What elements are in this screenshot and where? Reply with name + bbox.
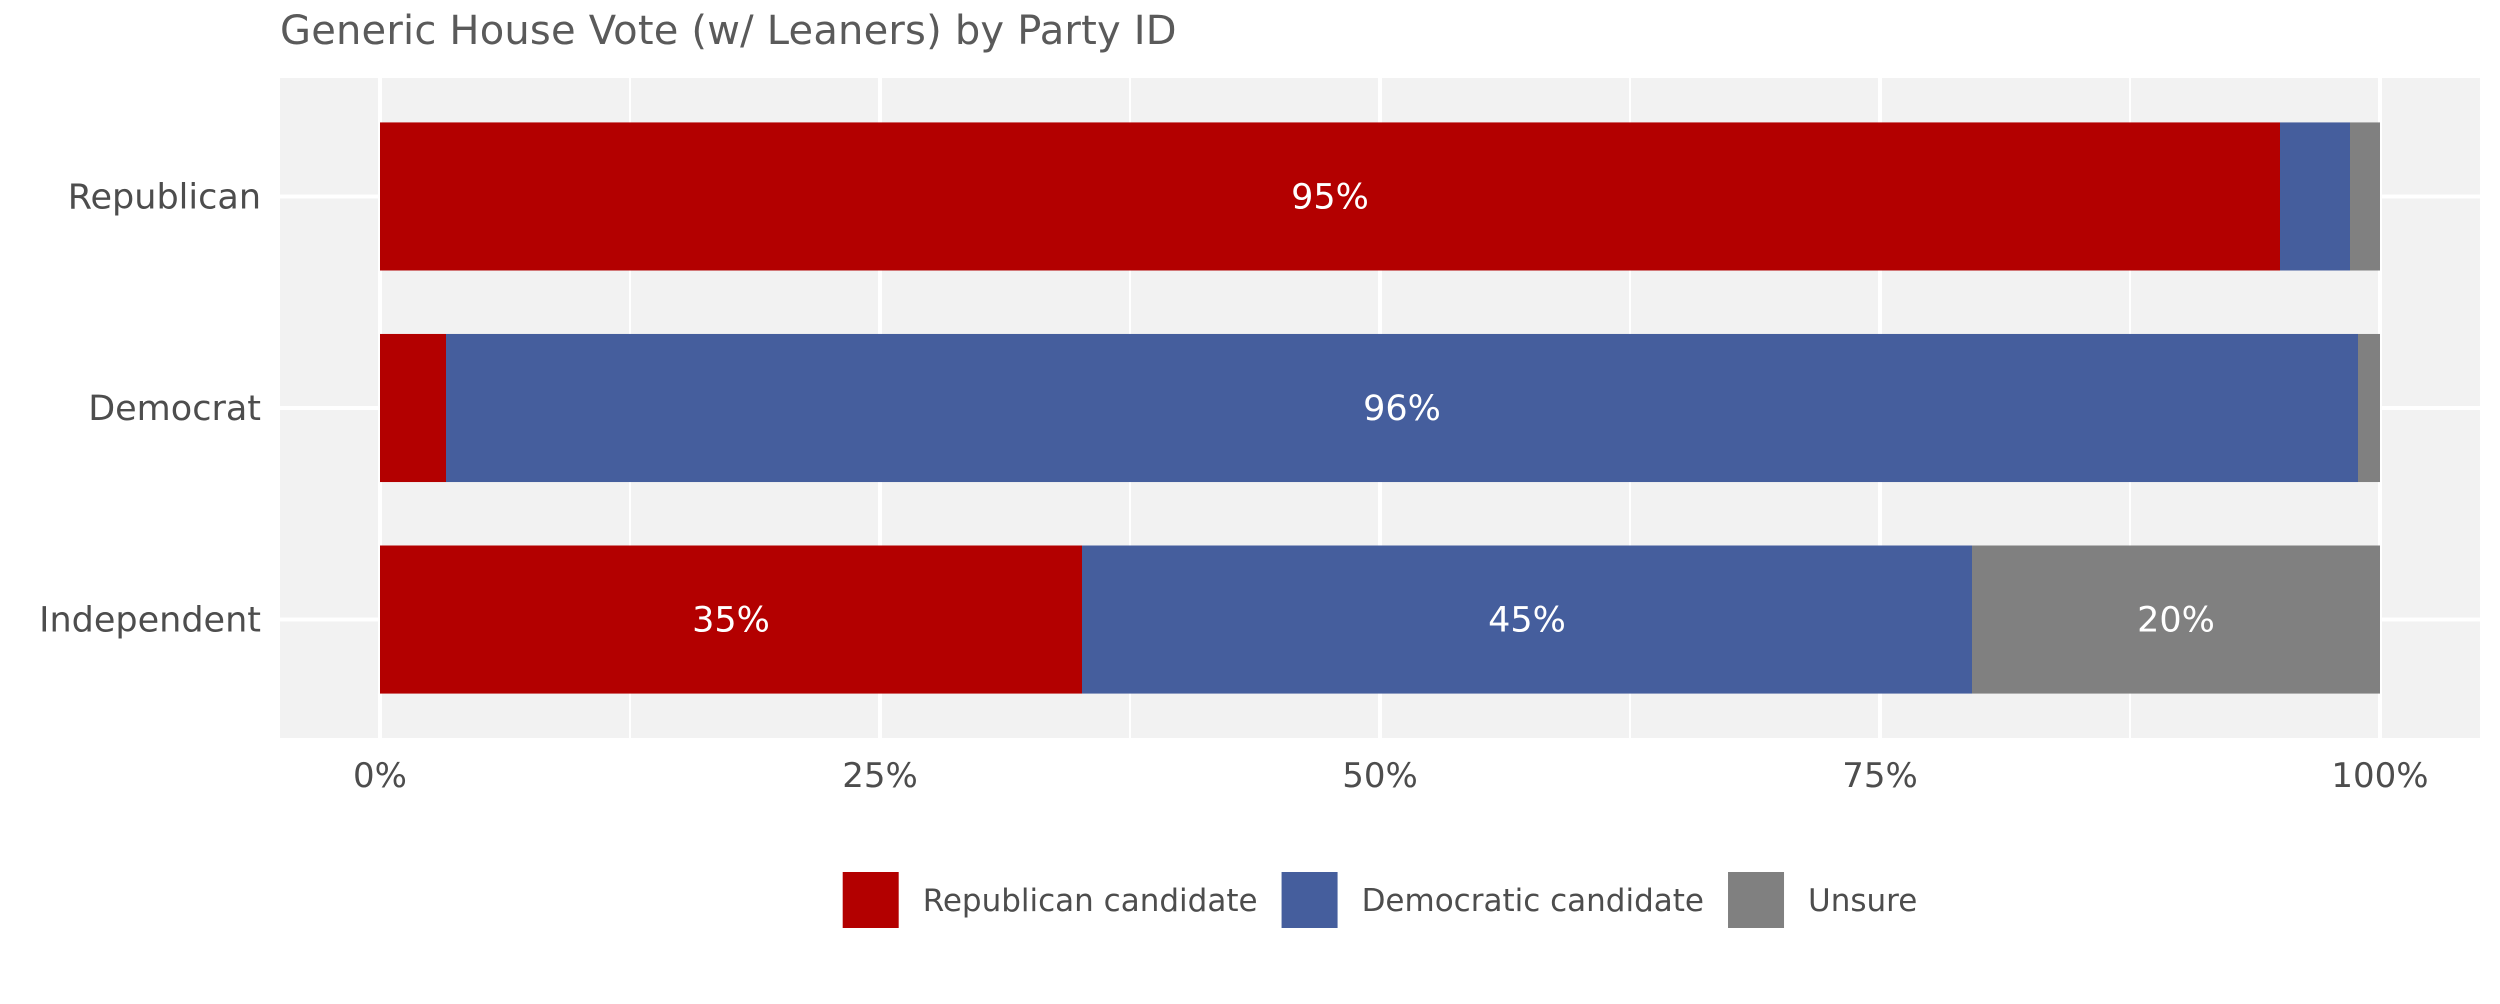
legend-swatch-unsure	[1728, 872, 1785, 928]
bar-independent-republican-candidate	[380, 545, 1082, 694]
data-label-republican-republican-candidate: 95%	[1291, 177, 1369, 217]
bar-democrat-democratic-candidate	[446, 333, 2358, 483]
bar-democrat-unsure	[2358, 333, 2380, 483]
legend-label-unsure: Unsure	[1808, 883, 1917, 919]
category-label-democrat: Democrat	[88, 389, 261, 429]
legend-label-republican-candidate: Republican candidate	[923, 883, 1258, 919]
data-label-independent-republican-candidate: 35%	[692, 601, 770, 641]
x-tick-label: 50%	[1342, 756, 1418, 796]
x-tick-label: 75%	[1842, 756, 1918, 796]
x-tick-label: 25%	[842, 756, 918, 796]
data-label-independent-democratic-candidate: 45%	[1488, 601, 1566, 641]
category-label-republican: Republican	[68, 177, 261, 217]
x-tick-label: 0%	[353, 756, 407, 796]
legend-swatch-republican-candidate	[842, 872, 899, 928]
bar-independent-unsure	[1972, 545, 2380, 694]
data-label-independent-unsure: 20%	[2137, 601, 2215, 641]
bar-republican-unsure	[2350, 122, 2380, 271]
data-label-democrat-democratic-candidate: 96%	[1363, 389, 1441, 429]
bar-democrat-republican-candidate	[380, 333, 446, 483]
legend-label-democratic-candidate: Democratic candidate	[1362, 883, 1704, 919]
label-layer: 95% 96% 35% 45% 20%	[692, 177, 2215, 640]
chart-title: Generic House Vote (w/ Leaners) by Party…	[280, 8, 1177, 54]
bar-republican-republican-candidate	[380, 122, 2280, 271]
bar-independent-democratic-candidate	[1082, 545, 1972, 694]
bar-republican-democratic-candidate	[2280, 122, 2350, 271]
bar-layer	[380, 122, 2380, 694]
legend: Republican candidate Democratic candidate…	[842, 872, 1917, 928]
category-label-independent: Independent	[39, 601, 261, 641]
axis-layer: 0% 25% 50% 75% 100% Republican Democrat Indepen…	[39, 177, 2428, 796]
x-tick-label: 100%	[2331, 756, 2428, 796]
legend-swatch-democratic-candidate	[1281, 872, 1338, 928]
